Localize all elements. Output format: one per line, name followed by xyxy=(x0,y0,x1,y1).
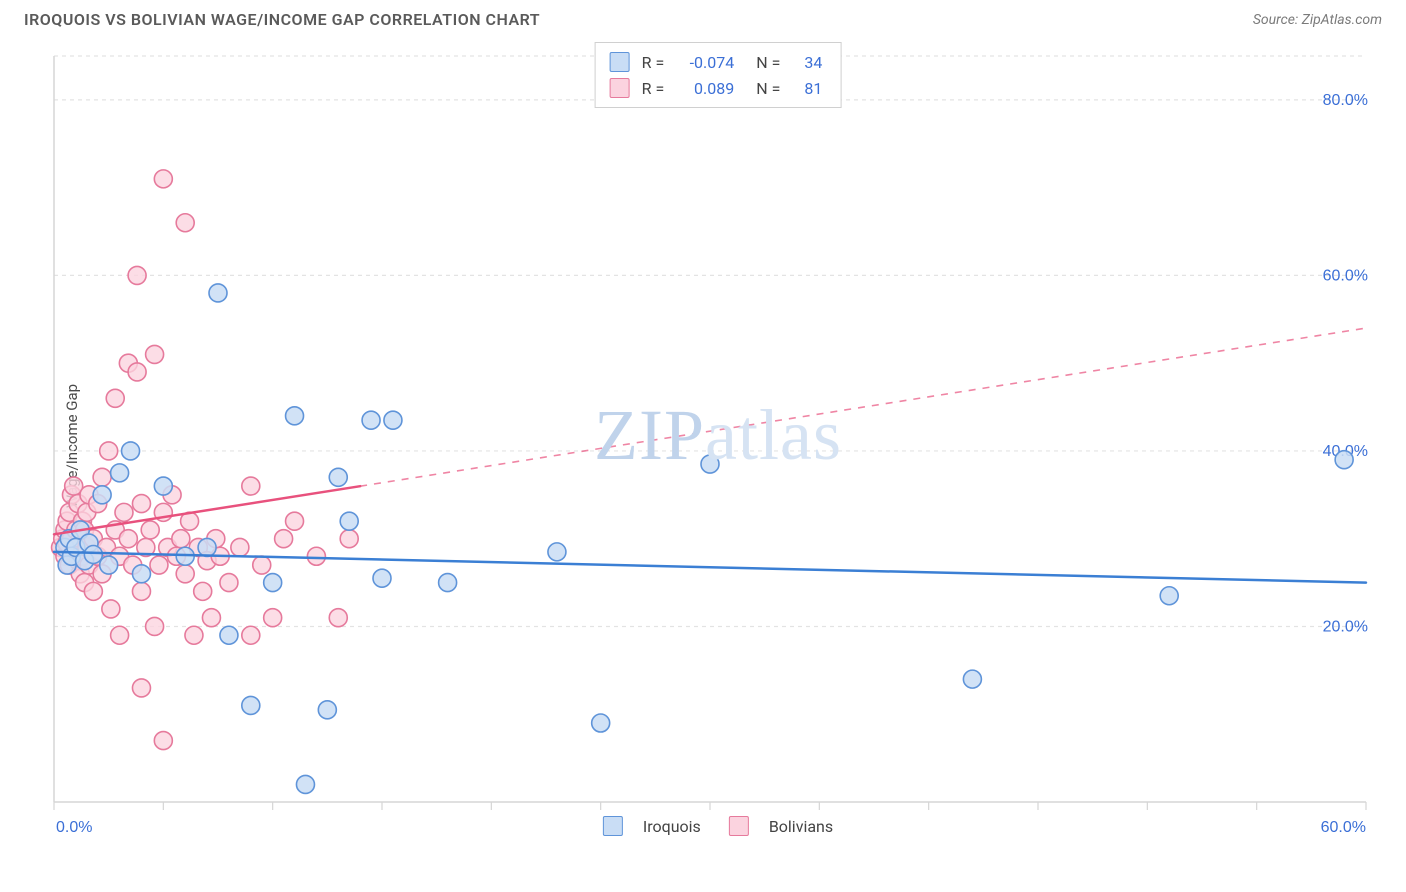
legend-correlation-row: R =-0.074 N =34 xyxy=(610,49,827,75)
svg-text:60.0%: 60.0% xyxy=(1323,267,1368,284)
svg-text:20.0%: 20.0% xyxy=(1323,618,1368,635)
legend-swatch xyxy=(603,816,623,836)
legend-series-item: Iroquois xyxy=(603,816,701,836)
source-caption: Source: ZipAtlas.com xyxy=(1253,12,1382,28)
scatter-chart-svg: 20.0%40.0%60.0%80.0%0.0%60.0% xyxy=(50,42,1386,842)
correlation-legend: R =-0.074 N =34 R =0.089 N =81 xyxy=(595,42,842,108)
svg-text:80.0%: 80.0% xyxy=(1323,92,1368,109)
legend-r-value: -0.074 xyxy=(668,53,734,72)
legend-n-value: 81 xyxy=(784,79,822,98)
legend-series-label: Bolivians xyxy=(769,817,833,836)
legend-swatch xyxy=(729,816,749,836)
legend-n-label: N = xyxy=(756,53,780,72)
legend-series-item: Bolivians xyxy=(729,816,833,836)
legend-series-label: Iroquois xyxy=(643,817,701,836)
plot-area: 20.0%40.0%60.0%80.0%0.0%60.0% ZIPatlas R… xyxy=(50,42,1386,842)
legend-correlation-row: R =0.089 N =81 xyxy=(610,75,827,101)
legend-r-label: R = xyxy=(642,79,665,98)
legend-n-value: 34 xyxy=(784,53,822,72)
legend-r-label: R = xyxy=(642,53,665,72)
series-legend: Iroquois Bolivians xyxy=(603,816,833,836)
legend-r-value: 0.089 xyxy=(668,79,734,98)
legend-n-label: N = xyxy=(756,79,780,98)
legend-swatch xyxy=(610,78,630,98)
legend-swatch xyxy=(610,52,630,72)
svg-text:0.0%: 0.0% xyxy=(56,819,92,836)
chart-title: IROQUOIS VS BOLIVIAN WAGE/INCOME GAP COR… xyxy=(24,10,540,29)
svg-text:60.0%: 60.0% xyxy=(1321,819,1366,836)
